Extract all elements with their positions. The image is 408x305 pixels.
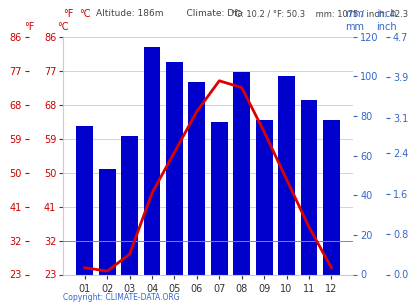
Bar [256, 120, 273, 274]
Bar [301, 100, 317, 274]
Text: mm: mm [345, 9, 364, 19]
Text: mm: mm [345, 22, 364, 32]
Text: Copyright: CLIMATE-DATA.ORG: Copyright: CLIMATE-DATA.ORG [63, 293, 180, 302]
Text: inch: inch [377, 22, 397, 32]
Text: inch: inch [377, 9, 397, 19]
Bar [166, 63, 183, 274]
Bar [76, 126, 93, 274]
Text: Altitude: 186m        Climate: Dfa: Altitude: 186m Climate: Dfa [96, 9, 243, 18]
Text: °F: °F [24, 22, 35, 32]
Bar [188, 82, 205, 274]
Text: °F: °F [63, 9, 73, 19]
Bar [233, 72, 250, 274]
Bar [99, 170, 115, 274]
Text: °C: °C [80, 9, 91, 19]
Bar [323, 120, 340, 274]
Text: °C: 10.2 / °F: 50.3    mm: 1075 / inch: 42.3: °C: 10.2 / °F: 50.3 mm: 1075 / inch: 42.… [231, 9, 408, 18]
Bar [211, 122, 228, 274]
Bar [278, 76, 295, 274]
Text: °C: °C [58, 22, 69, 32]
Bar [144, 46, 160, 274]
Bar [121, 136, 138, 274]
